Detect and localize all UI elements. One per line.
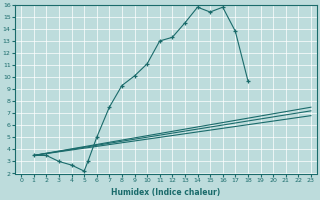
X-axis label: Humidex (Indice chaleur): Humidex (Indice chaleur) <box>111 188 221 197</box>
